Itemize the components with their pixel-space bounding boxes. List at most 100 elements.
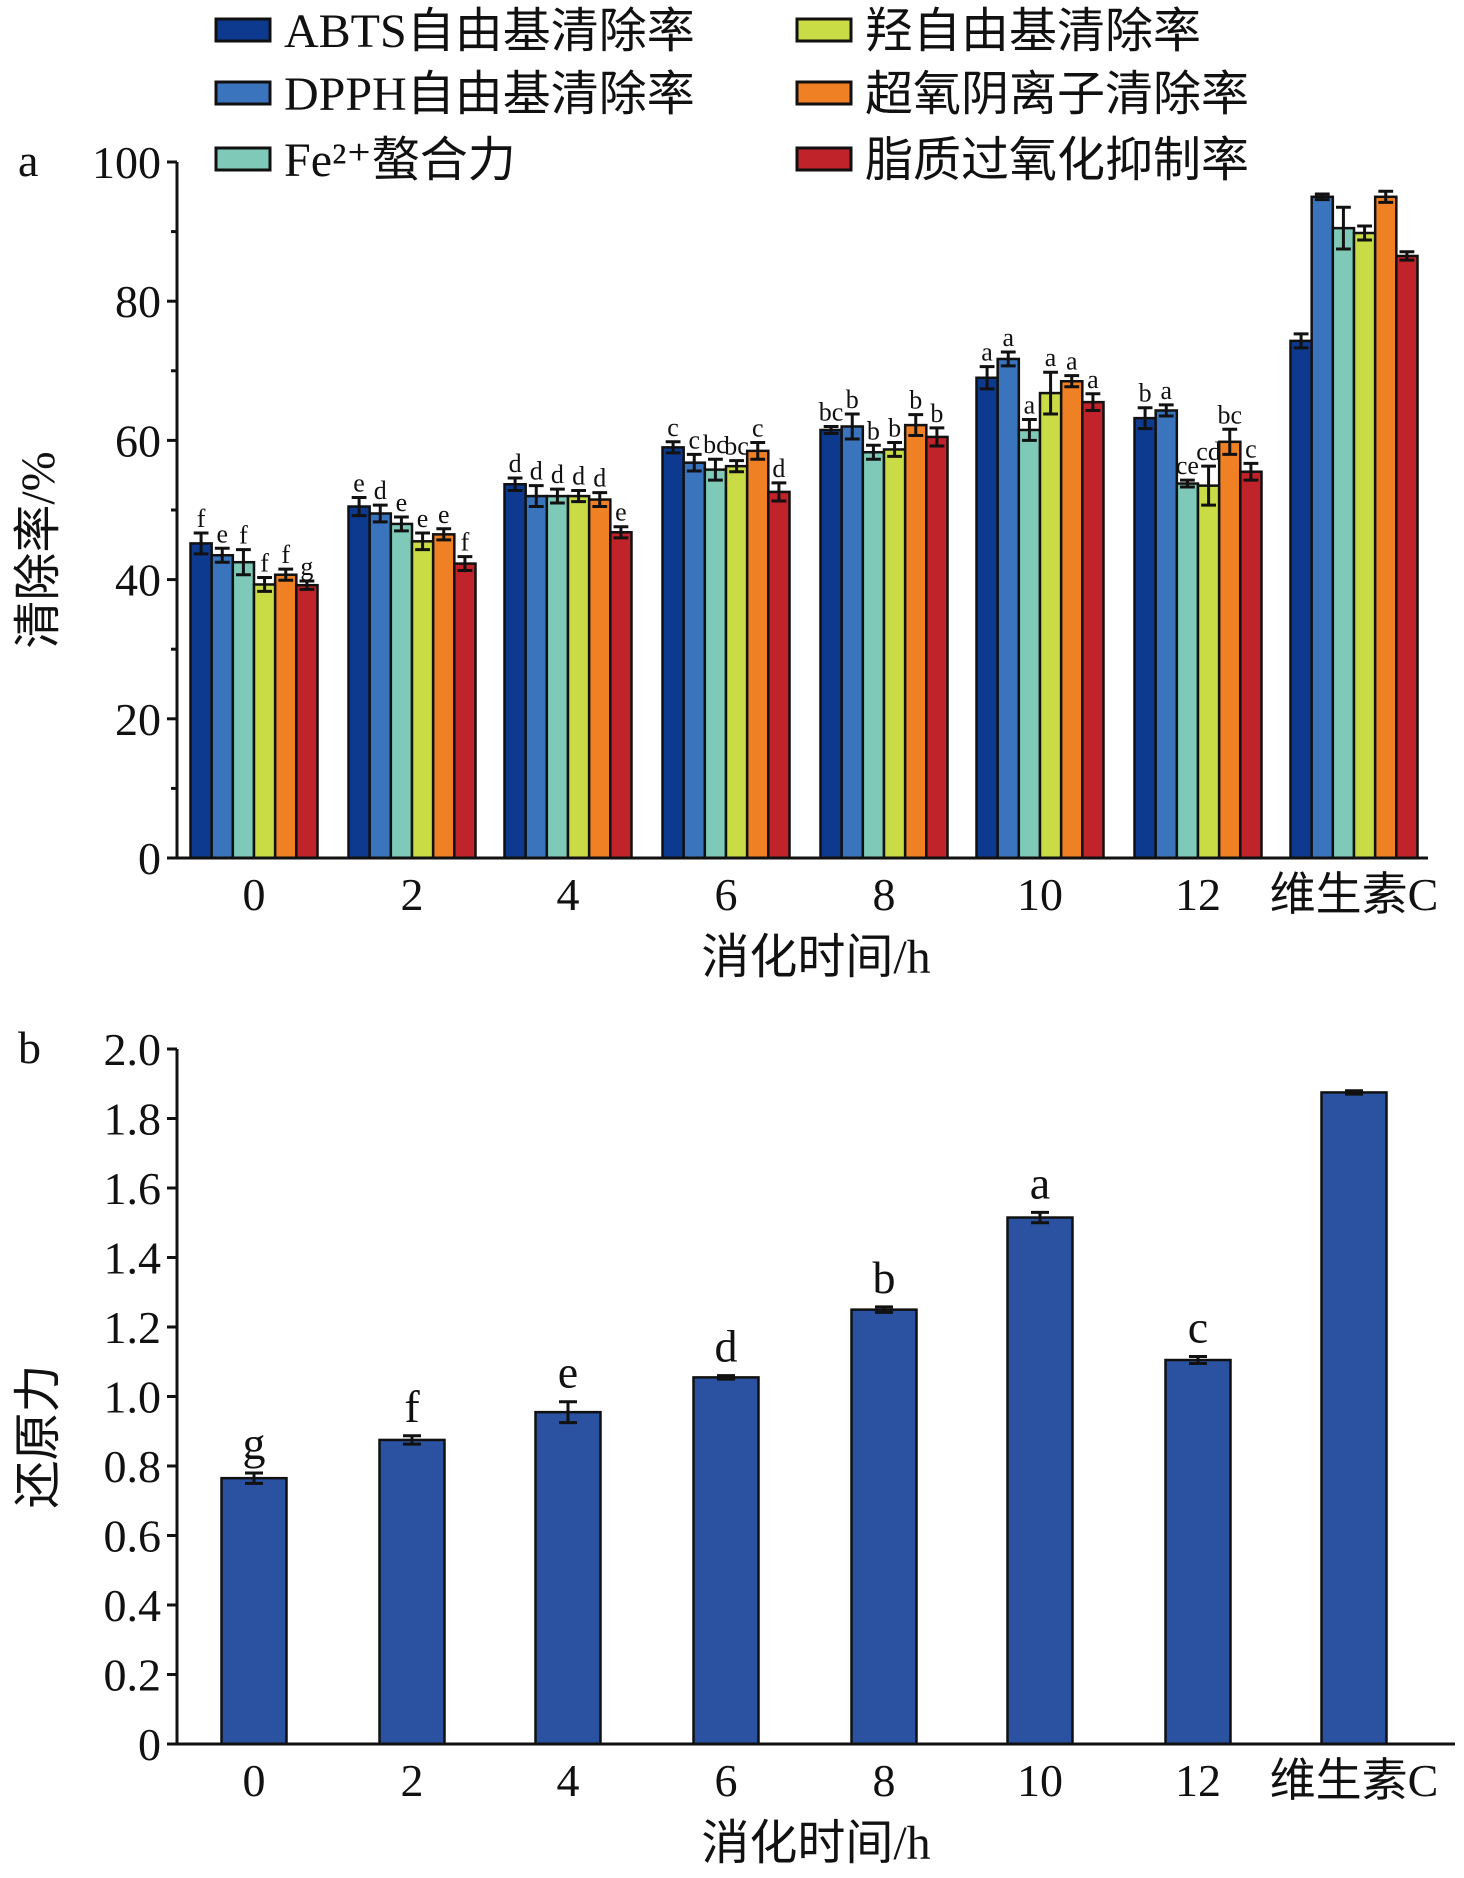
error-bar [1357, 224, 1372, 242]
significance-letter: a [1030, 1157, 1050, 1208]
significance-letter: d [772, 454, 785, 483]
bar [1217, 440, 1242, 860]
y-tick-label: 1.8 [104, 1094, 162, 1145]
y-tick-label: 0.6 [104, 1511, 162, 1562]
x-tick-label: 2 [401, 869, 424, 920]
error-bar [245, 1471, 263, 1485]
bar [1239, 470, 1263, 860]
significance-letter: g [243, 1418, 266, 1469]
legend-label: 羟自由基清除率 [865, 5, 1201, 58]
error-bar [436, 527, 452, 542]
y-tick-label: 0.8 [104, 1441, 162, 1492]
significance-letter: bc [1217, 400, 1242, 429]
significance-letter: d [551, 460, 564, 489]
error-bar [665, 440, 681, 455]
significance-letter: f [197, 504, 206, 533]
bar [903, 423, 928, 860]
x-tick-label: 12 [1175, 1755, 1221, 1806]
bar [220, 1476, 288, 1746]
error-bar [979, 365, 995, 391]
error-bar [278, 567, 294, 582]
significance-letter: a [1087, 365, 1099, 394]
error-bar [1293, 332, 1309, 350]
x-axis-title: 消化时间/h [701, 931, 930, 984]
y-tick-label: 20 [115, 694, 161, 745]
error-bar [750, 440, 766, 461]
significance-letter: bc [724, 432, 749, 461]
significance-letter: b [888, 413, 901, 442]
bar [189, 542, 213, 860]
x-axis-title: 消化时间/h [701, 1817, 930, 1870]
error-bar [1314, 192, 1330, 202]
bar [925, 435, 949, 860]
bar [1038, 391, 1063, 860]
legend-label: Fe²⁺螯合力 [284, 134, 516, 187]
error-bar [214, 546, 230, 564]
significance-letter: e [353, 468, 365, 497]
x-tick-label: 12 [1175, 869, 1221, 920]
error-bar [571, 489, 586, 504]
bar [1196, 484, 1221, 860]
significance-letter: b [846, 385, 859, 414]
bar [724, 464, 749, 860]
error-bar [1399, 250, 1415, 262]
significance-letter: a [1160, 376, 1172, 405]
significance-letter: d [593, 464, 606, 493]
bar [1373, 195, 1398, 860]
bar [609, 531, 633, 860]
y-tick-label: 80 [115, 276, 161, 327]
significance-letter: f [461, 528, 470, 557]
error-bar [1031, 1210, 1049, 1225]
bar [587, 498, 612, 860]
bar [1059, 379, 1084, 860]
bar [1081, 400, 1105, 860]
bar [545, 494, 570, 860]
bar [410, 540, 435, 860]
significance-letter: c [688, 425, 700, 454]
error-bar [415, 531, 430, 552]
bar [661, 446, 685, 860]
x-tick-label: 6 [715, 1755, 738, 1806]
error-bar [528, 484, 544, 509]
bar [1164, 1358, 1232, 1746]
error-bar [193, 531, 209, 556]
significance-letter: bc [703, 430, 728, 459]
bar [767, 490, 791, 860]
bar [273, 573, 298, 860]
error-bar [866, 443, 881, 461]
error-bar [1378, 189, 1394, 204]
error-bar [1137, 406, 1153, 431]
x-tick-label: 2 [401, 1755, 424, 1806]
error-bar [403, 1434, 421, 1446]
error-bar [1243, 461, 1259, 482]
significance-letter: c [1188, 1302, 1208, 1353]
bar [692, 1376, 760, 1746]
bar [453, 562, 477, 860]
significance-letter: c [752, 413, 764, 442]
bar [252, 583, 277, 860]
panel-label: b [18, 1022, 41, 1073]
error-bar [686, 452, 702, 473]
error-bar [351, 495, 367, 518]
bar [1133, 416, 1157, 860]
error-bar [1085, 392, 1101, 412]
x-tick-label: 6 [715, 869, 738, 920]
y-tick-label: 100 [92, 137, 161, 188]
y-tick-label: 1.2 [104, 1302, 162, 1353]
error-bar [717, 1374, 735, 1381]
error-bar [708, 457, 723, 482]
legend-label: ABTS自由基清除率 [284, 5, 695, 58]
significance-letter: f [239, 521, 248, 550]
error-bar [507, 476, 523, 493]
error-bar [592, 491, 608, 509]
error-bar [457, 555, 473, 573]
y-tick-label: 0 [138, 1719, 161, 1770]
bar [861, 450, 886, 860]
y-axis-title: 还原力 [12, 1364, 65, 1508]
significance-letter: cd [1196, 437, 1221, 466]
significance-letter: e [558, 1347, 578, 1398]
significance-letter: d [572, 462, 585, 491]
bar [524, 494, 549, 860]
error-bar [771, 481, 787, 503]
